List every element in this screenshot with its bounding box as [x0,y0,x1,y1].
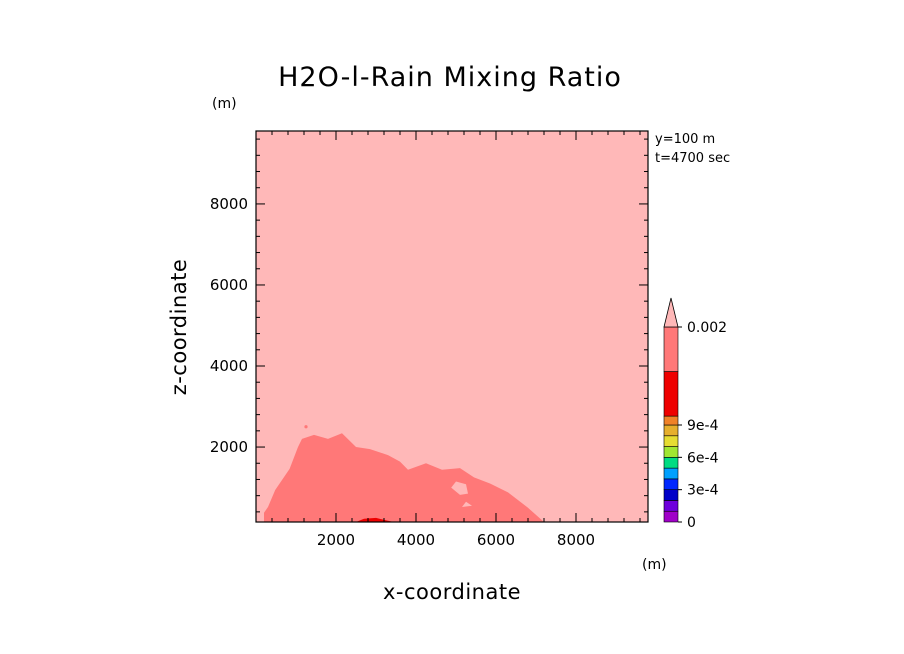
colorbar-extend-arrow [663,297,679,328]
colorbar-bin [663,371,679,417]
colorbar-bin [663,446,679,458]
plot-frame [255,130,649,523]
colorbar-bin [663,478,679,490]
colorbar-bin [663,326,679,372]
mixing-ratio-hole-1 [451,481,468,495]
colorbar-bin [663,510,679,523]
x-tick-label: 4000 [397,531,435,549]
high-rain-speck [304,425,308,429]
annotation-time: t=4700 sec [655,151,730,166]
colorbar-label: 9e-4 [687,418,719,434]
x-tick-label: 8000 [557,531,595,549]
x-axis-ticks: 2000 4000 6000 8000 [271,131,641,549]
colorbar-label: 3e-4 [687,483,719,499]
colorbar-bin [663,415,679,426]
y-tick-label: 6000 [210,276,248,294]
colorbar-bin [663,489,679,501]
colorbar-bin [663,467,679,480]
high-rain-region [264,433,544,522]
colorbar-label: 0 [687,515,696,531]
y-tick-label: 2000 [210,438,248,456]
annotation-y-slice: y=100 m [655,132,715,147]
x-axis-unit: (m) [642,557,667,573]
x-tick-label: 2000 [317,531,355,549]
colorbar: 0 3e-4 6e-4 9e-4 0.002 [663,297,727,531]
y-axis-label: z-coordinate [167,259,191,396]
plot-area [255,130,649,523]
colorbar-label: 6e-4 [687,450,719,466]
y-tick-label: 4000 [210,357,248,375]
chart-title: H2O-l-Rain Mixing Ratio [278,62,622,93]
colorbar-label: 0.002 [687,320,727,336]
y-tick-label: 8000 [210,195,248,213]
colorbar-bin [663,457,679,469]
colorbar-bin [663,424,679,437]
y-axis-unit: (m) [212,96,237,112]
x-axis-label: x-coordinate [383,580,521,604]
mixing-ratio-hole-2 [462,501,472,507]
colorbar-bin [663,500,679,512]
y-axis-ticks: 2000 4000 6000 8000 [210,138,648,513]
x-tick-label: 6000 [477,531,515,549]
colorbar-bin [663,435,679,447]
